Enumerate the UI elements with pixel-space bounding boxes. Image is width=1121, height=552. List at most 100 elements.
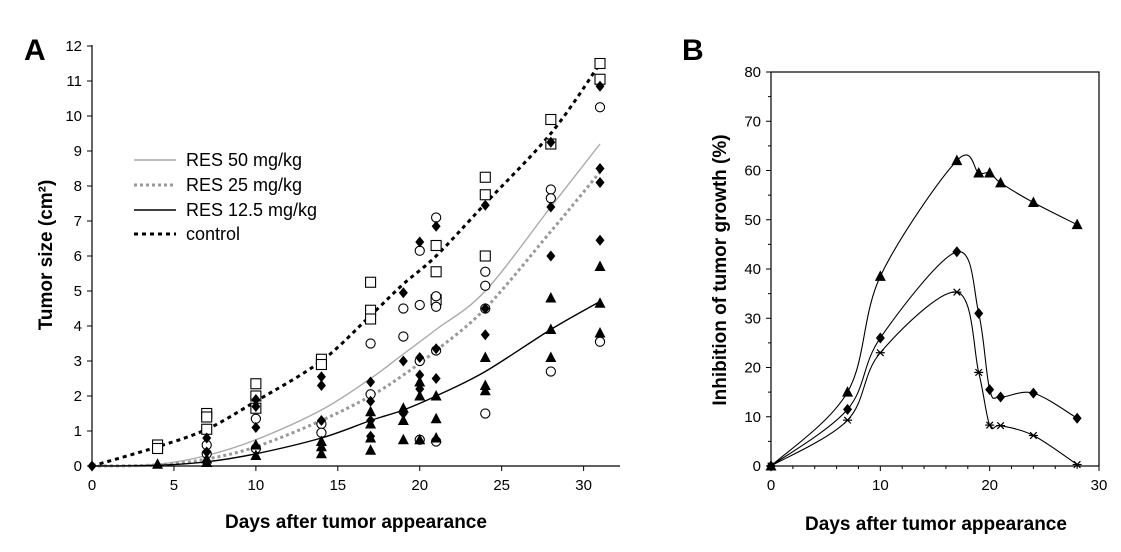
point-filled-diamond: [316, 371, 326, 383]
legend-label-res50: RES 50 mg/kg: [186, 150, 302, 170]
panel-a-xtick-label: 30: [575, 477, 592, 494]
point-open-square: [315, 358, 327, 371]
panel-b-xlabel: Days after tumor appearance: [805, 514, 1067, 535]
panel-b-xtick-label: 20: [981, 477, 998, 494]
point-filled-diamond: [595, 163, 605, 174]
series-point-diamond: [974, 307, 984, 319]
panel-b-ytick-label: 70: [744, 113, 761, 130]
panel-b-series: [765, 154, 1083, 472]
panel-b-xtick-label: 10: [872, 477, 889, 494]
panel-a-ytick-label: 5: [74, 283, 82, 300]
panel-a-ytick-label: 6: [74, 248, 82, 265]
panel-b-xtick-label: 0: [767, 477, 775, 494]
point-open-circle: [414, 245, 425, 256]
series-point-triangle: [995, 176, 1007, 188]
point-filled-diamond: [202, 446, 212, 458]
point-open-square: [594, 57, 606, 70]
panel-a-label: A: [24, 34, 46, 67]
point-filled-diamond: [595, 234, 605, 246]
point-open-circle: [545, 184, 556, 195]
series-point-star: [952, 288, 962, 296]
point-filled-diamond: [546, 136, 556, 148]
point-filled-diamond: [251, 401, 261, 412]
point-filled-diamond: [546, 201, 556, 213]
panel-a-ytick-label: 8: [74, 178, 82, 195]
panel-a-xtick-label: 5: [170, 477, 178, 494]
point-open-square: [479, 250, 491, 262]
series-point-star: [996, 421, 1006, 430]
point-filled-triangle: [430, 412, 442, 424]
point-open-circle: [250, 413, 262, 424]
point-filled-diamond: [316, 415, 326, 426]
series-point-star: [843, 416, 853, 424]
series-point-diamond: [985, 384, 995, 396]
series-point-triangle: [1027, 196, 1039, 208]
panel-b-ylabel: Inhibition of tumor growth (%): [710, 134, 731, 405]
point-filled-triangle: [479, 384, 491, 396]
series-point-star: [1028, 431, 1038, 440]
point-open-circle: [545, 193, 556, 204]
point-filled-triangle: [250, 449, 262, 460]
point-filled-triangle: [250, 439, 262, 450]
point-filled-diamond: [366, 395, 376, 407]
legend-label-res12: RES 12.5 mg/kg: [186, 200, 317, 220]
point-filled-diamond: [595, 80, 605, 92]
point-filled-diamond: [366, 376, 376, 388]
panel-b-ytick-label: 80: [744, 64, 761, 81]
panel-a-legend: RES 50 mg/kg RES 25 mg/kg RES 12.5 mg/kg…: [134, 150, 317, 244]
series-point-star: [974, 368, 984, 377]
panel-b-ytick-label: 30: [744, 310, 761, 327]
point-open-circle: [594, 102, 606, 113]
point-open-circle: [594, 336, 606, 347]
point-filled-triangle: [414, 433, 426, 445]
panel-b-ytick-label: 50: [744, 212, 761, 229]
panel-a-points: [87, 57, 606, 472]
panel-a-ylabel: Tumor size (cm²): [36, 180, 57, 331]
point-filled-triangle: [365, 432, 377, 443]
point-open-square: [479, 171, 491, 183]
point-filled-diamond: [316, 380, 326, 391]
point-filled-triangle: [594, 327, 606, 338]
series-point-star: [1072, 460, 1082, 469]
series-point-diamond: [952, 246, 962, 258]
series-point-triangle: [874, 270, 886, 281]
point-open-circle: [545, 366, 556, 377]
series-line-diamond: [770, 251, 1078, 467]
point-open-square: [430, 239, 442, 252]
series-line-star: [770, 291, 1078, 467]
panel-a-ytick-label: 1: [74, 423, 82, 440]
point-filled-triangle: [365, 418, 377, 429]
panel-a-xtick-label: 25: [493, 477, 510, 494]
panel-a-ytick-label: 9: [74, 143, 82, 160]
point-filled-diamond: [398, 287, 408, 299]
series-point-star: [985, 421, 995, 429]
series-point-star: [875, 349, 885, 357]
point-filled-diamond: [431, 343, 441, 355]
point-open-circle: [414, 299, 425, 311]
panel-a-ytick-label: 2: [74, 388, 82, 405]
series-point-diamond: [1072, 412, 1082, 424]
panel-a-ytick-label: 10: [65, 108, 82, 125]
point-filled-diamond: [202, 432, 212, 444]
panel-a-ytick-label: 3: [74, 353, 82, 370]
point-filled-diamond: [595, 177, 605, 188]
point-filled-triangle: [545, 351, 557, 362]
point-filled-triangle: [479, 351, 491, 362]
panel-a-xlabel: Days after tumor appearance: [225, 512, 487, 533]
point-filled-triangle: [414, 376, 426, 387]
point-filled-triangle: [315, 447, 327, 459]
point-filled-diamond: [87, 460, 97, 472]
point-open-square: [365, 276, 377, 288]
point-filled-triangle: [201, 456, 213, 467]
point-filled-diamond: [398, 355, 408, 367]
series-point-diamond: [843, 403, 853, 415]
point-filled-diamond: [251, 422, 261, 433]
point-filled-diamond: [546, 250, 556, 262]
panel-a-xtick-label: 0: [88, 477, 96, 494]
panel-a-xtick-label: 20: [411, 477, 428, 494]
series-point-diamond: [996, 391, 1006, 403]
point-filled-diamond: [251, 394, 261, 405]
series-point-diamond: [1028, 387, 1038, 399]
